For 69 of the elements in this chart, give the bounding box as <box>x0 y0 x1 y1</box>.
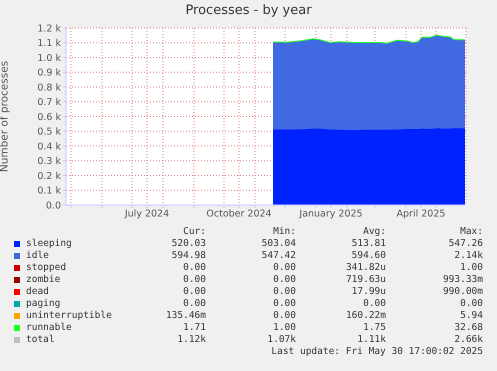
text: 0.00 <box>273 298 296 309</box>
text: 1.11k <box>357 334 386 345</box>
x-tick-label: October 2024 <box>206 208 272 220</box>
y-tick-label: 1.0 k <box>37 52 62 64</box>
text: 520.03 <box>172 238 206 249</box>
y-tick-label: 0.3 k <box>37 156 62 168</box>
y-tick-label: 0.9 k <box>37 68 62 79</box>
text: 32.68 <box>454 322 483 333</box>
legend-label: paging <box>26 298 60 309</box>
x-tick-label: January 2025 <box>298 208 363 220</box>
text: 17.99u <box>352 286 386 297</box>
text: 2.14k <box>454 250 483 261</box>
legend-label: total <box>26 334 55 345</box>
text: 160.22m <box>346 310 386 321</box>
chart-title: Processes - by year <box>184 3 313 18</box>
legend-label: stopped <box>26 262 66 273</box>
text: 547.26 <box>448 238 483 249</box>
text: 503.04 <box>262 238 296 249</box>
text: Avg: <box>363 226 386 237</box>
text: 0.00 <box>273 274 296 285</box>
text: Last update: Fri May 30 17:00:02 2025 <box>270 346 484 358</box>
text: 719.63u <box>346 274 386 285</box>
text: 594.98 <box>172 250 206 261</box>
text: 0.00 <box>273 286 296 297</box>
y-tick-label: 0.0 <box>46 200 61 212</box>
legend-label: sleeping <box>26 238 72 249</box>
text: 135.46m <box>166 310 206 321</box>
y-tick-label: 0.5 k <box>37 126 62 138</box>
x-tick-label: April 2025 <box>396 208 446 220</box>
legend-label: uninterruptible <box>26 310 112 321</box>
y-tick-label: 0.1 k <box>37 186 62 197</box>
text: 5.94 <box>460 310 483 321</box>
text: 1.12k <box>177 334 206 345</box>
text: 594.60 <box>352 250 386 261</box>
text: 1.07k <box>267 334 296 345</box>
text: 341.82u <box>346 262 386 273</box>
legend-label: dead <box>26 286 49 297</box>
y-axis-title: Number of processes <box>0 60 11 172</box>
text: 0.00 <box>183 262 206 273</box>
y-tick-label: 0.7 k <box>37 97 62 108</box>
text: Max: <box>460 226 483 237</box>
text: 993.33m <box>442 274 483 285</box>
y-tick-label: 0.8 k <box>37 82 62 94</box>
legend-label: idle <box>26 250 49 261</box>
text: 0.00 <box>183 298 206 309</box>
text: 0.00 <box>183 274 206 285</box>
text: 0.00 <box>460 298 483 309</box>
text: 1.71 <box>183 322 206 333</box>
text: 0.00 <box>363 298 386 309</box>
text: 1.75 <box>363 322 386 333</box>
y-tick-label: 1.1 k <box>37 38 62 50</box>
text: Min: <box>273 226 296 237</box>
text: 2.66k <box>454 334 483 345</box>
y-tick-label: 0.6 k <box>37 112 62 123</box>
y-tick-label: 1.2 k <box>37 23 62 34</box>
legend-label: runnable <box>26 322 72 333</box>
text: 547.42 <box>262 250 296 261</box>
text: Cur: <box>183 226 206 237</box>
text: 0.00 <box>273 262 296 273</box>
y-tick-label: 0.4 k <box>37 141 62 152</box>
text: 513.81 <box>352 238 386 249</box>
text: 1.00 <box>273 322 296 333</box>
text: 1.00 <box>460 262 483 273</box>
text: 0.00 <box>183 286 206 297</box>
x-tick-label: July 2024 <box>124 208 170 220</box>
y-tick-label: 0.2 k <box>37 170 62 182</box>
text: 990.00m <box>442 286 483 297</box>
text: 0.00 <box>273 310 296 321</box>
legend-label: zombie <box>26 274 60 285</box>
